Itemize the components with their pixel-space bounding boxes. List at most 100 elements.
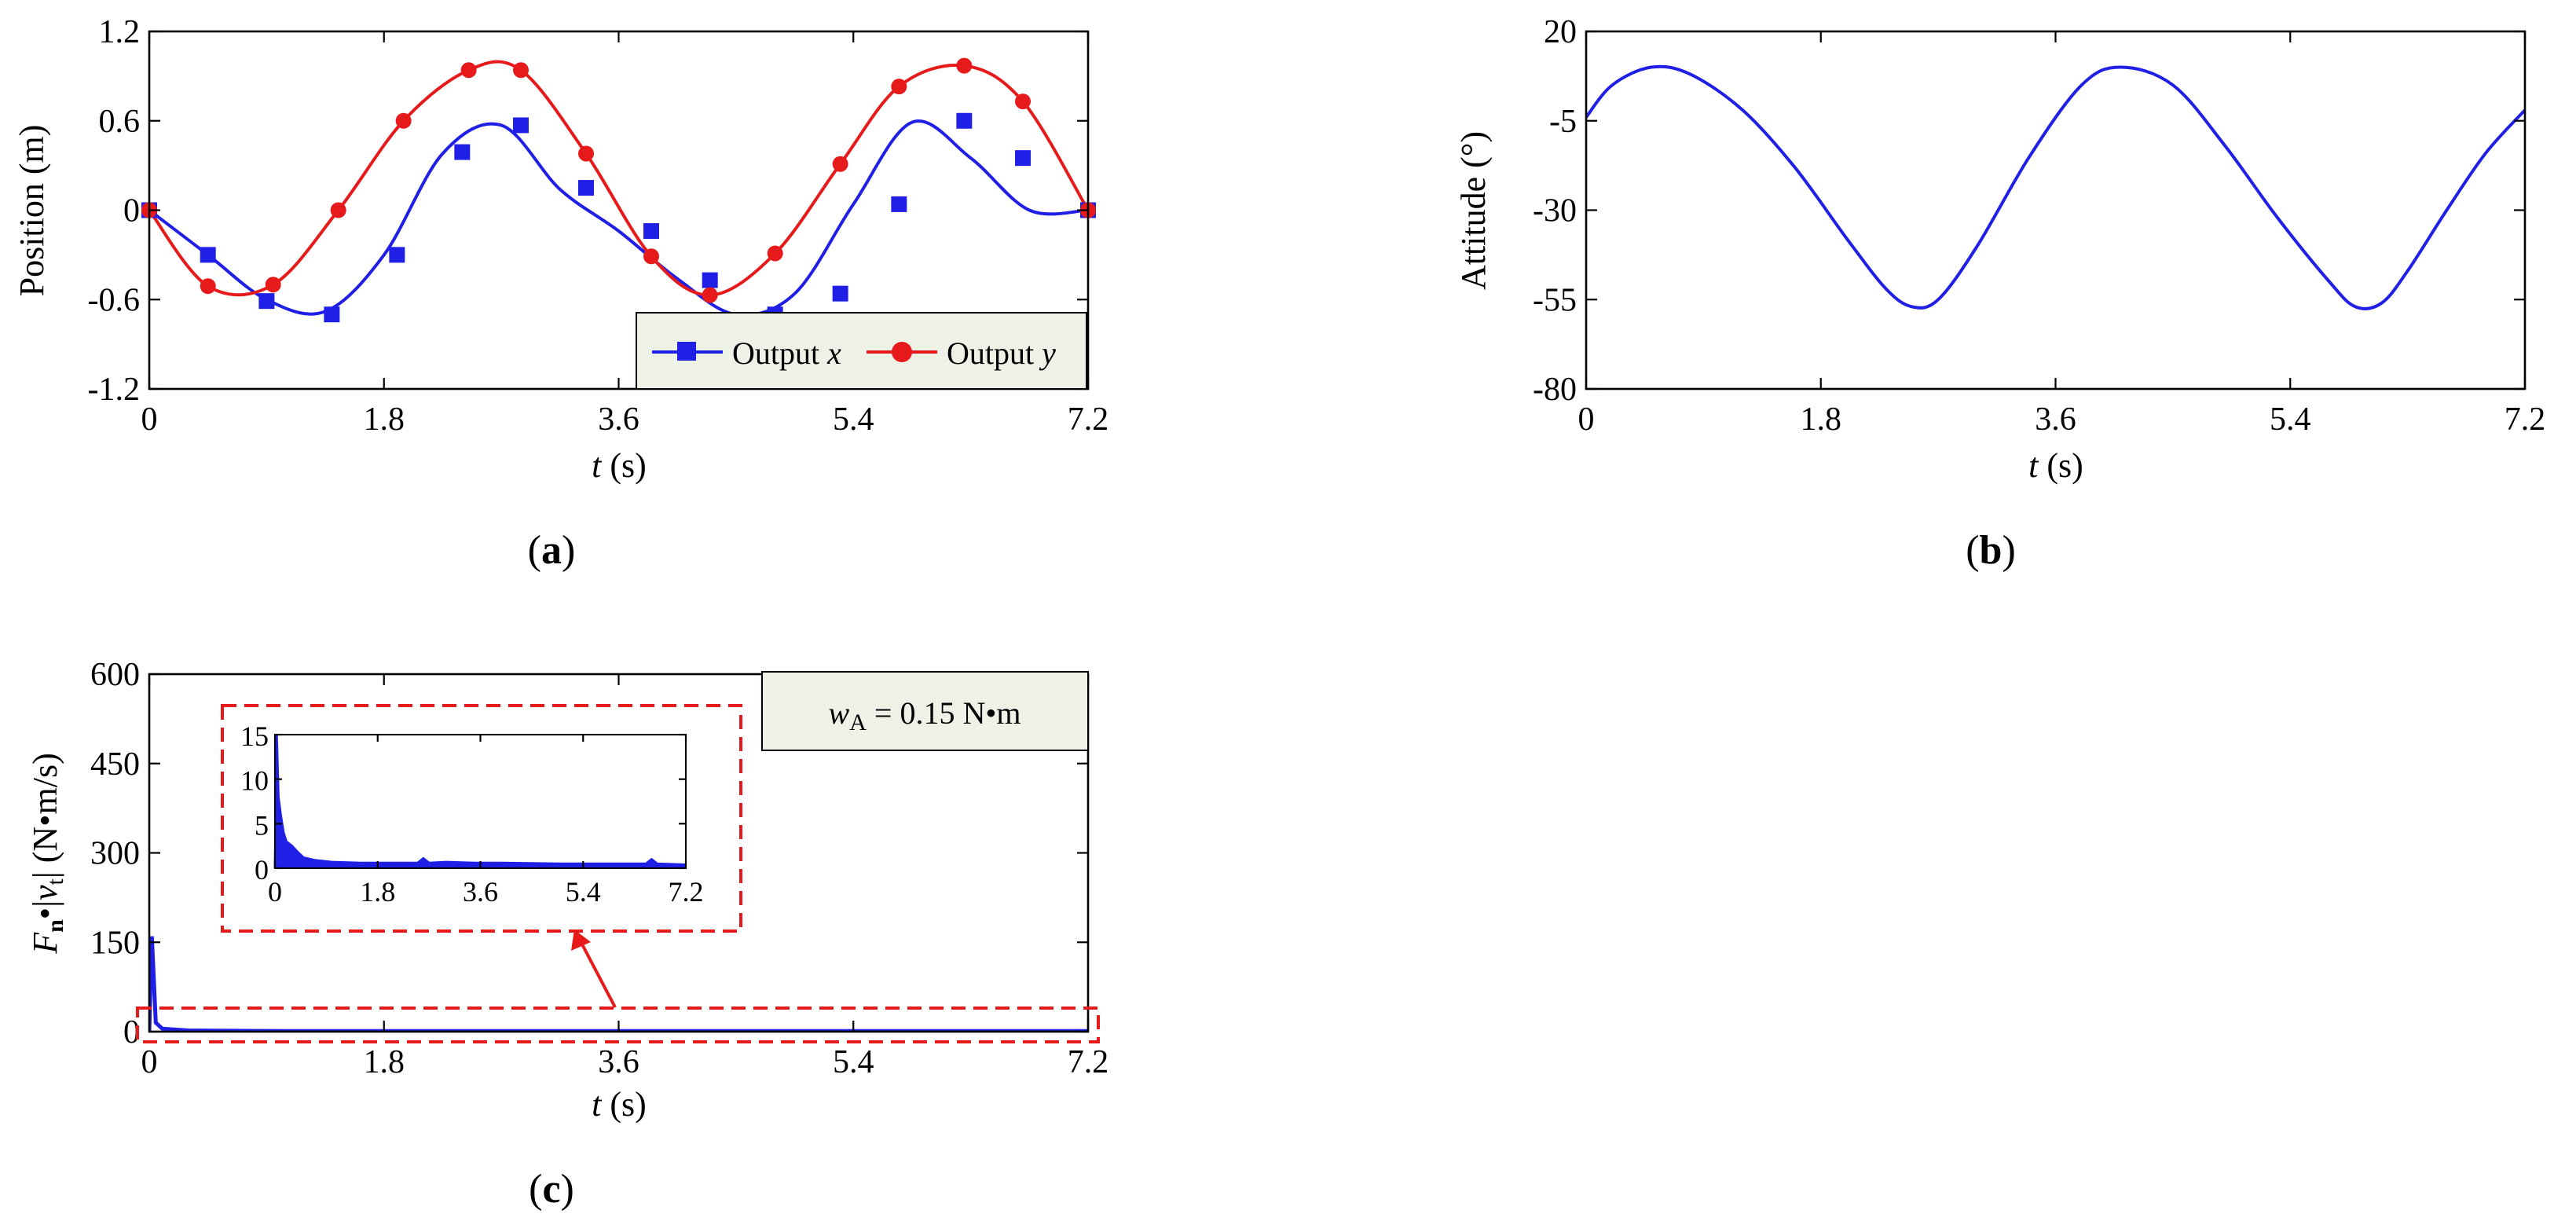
panel-c-xtick-label: 7.2 xyxy=(1068,1044,1109,1080)
data-point-y xyxy=(643,248,659,265)
panel-c-ytick-label: 0 xyxy=(123,1014,140,1050)
legend-label-y: Output y xyxy=(947,336,1056,371)
series-line-x xyxy=(149,119,1088,317)
data-point-y xyxy=(265,277,281,293)
panel-a-ticks: 0 1.8 3.6 5.4 7.2 1.2 0.6 0 -0.6 -1.2 xyxy=(88,14,1109,438)
panel-b-xtick-label: 3.6 xyxy=(2035,402,2076,438)
data-point-x xyxy=(513,117,529,134)
inset-ytick-label: 15 xyxy=(240,720,269,752)
panel-c-series xyxy=(149,936,1088,1032)
data-point-y xyxy=(395,112,412,129)
panel-b-xtick-label: 0 xyxy=(1578,402,1595,438)
panel-b-xtick-label: 5.4 xyxy=(2270,402,2311,438)
inset-xtick-label: 3.6 xyxy=(463,876,498,908)
data-point-y xyxy=(513,62,529,79)
zoom-arrow-shaft xyxy=(580,942,617,1008)
data-point-x xyxy=(200,247,216,263)
panel-c-ylabel: Fn•|vt| (N•m/s) xyxy=(26,753,68,955)
data-point-x xyxy=(891,196,907,212)
data-point-y xyxy=(330,202,346,218)
data-point-y xyxy=(956,57,973,74)
panel-a: 0 1.8 3.6 5.4 7.2 1.2 0.6 0 -0.6 -1.2 Output x Ou… xyxy=(13,14,1108,573)
panel-b-xlabel: t (s) xyxy=(2028,446,2083,485)
zoom-arrow-head xyxy=(571,930,591,951)
data-point-y xyxy=(1015,94,1031,110)
data-point-x xyxy=(832,285,848,302)
legend-marker-y xyxy=(892,342,912,362)
panel-a-markers xyxy=(141,57,1096,323)
data-point-y xyxy=(767,245,783,262)
panel-a-xtick-label: 0 xyxy=(141,402,158,438)
panel-c-xtick-label: 5.4 xyxy=(833,1044,874,1080)
panel-c-ytick-label: 450 xyxy=(90,746,140,783)
panel-c-ytick-label: 300 xyxy=(90,836,140,872)
panel-c-inset: 0 1.8 3.6 5.4 7.2 15 10 5 0 xyxy=(240,720,704,908)
panel-a-xtick-label: 3.6 xyxy=(598,402,639,438)
data-point-x xyxy=(956,112,973,129)
legend-label-x: Output x xyxy=(732,336,841,371)
panel-a-xtick-label: 7.2 xyxy=(1068,402,1109,438)
inset-highlight-box xyxy=(221,704,742,933)
data-point-x xyxy=(454,144,471,160)
panel-c-xtick-label: 0 xyxy=(141,1044,158,1080)
panel-a-xtick-label: 5.4 xyxy=(833,402,874,438)
inset-series-line xyxy=(273,734,687,869)
panel-b-ticks: 0 1.8 3.6 5.4 7.2 20 -5 -30 -55 -80 xyxy=(1533,14,2545,438)
series-line-fn-vt xyxy=(149,936,1088,1032)
inset-xtick-label: 0 xyxy=(268,876,282,908)
data-point-x xyxy=(1015,150,1031,167)
data-point-y xyxy=(891,79,907,95)
inset-xtick-label: 7.2 xyxy=(669,876,704,908)
panel-b-xtick-label: 1.8 xyxy=(1801,402,1842,438)
panel-a-ytick-label: 0.6 xyxy=(99,104,141,140)
panel-c-ytick-label: 150 xyxy=(90,925,140,961)
panel-a-ytick-label: 0 xyxy=(123,193,140,229)
series-line-y xyxy=(149,60,1088,297)
panel-b-ylabel: Attitude (°) xyxy=(1454,131,1493,290)
panel-a-ytick-label: -0.6 xyxy=(88,282,141,318)
zoom-region-box xyxy=(136,1006,1100,1043)
panel-b-ytick-label: -30 xyxy=(1533,193,1577,229)
panel-a-series xyxy=(149,60,1088,317)
panel-b-series xyxy=(1586,64,2525,310)
panel-a-ytick-label: -1.2 xyxy=(88,372,141,408)
panel-a-ylabel: Position (m) xyxy=(13,125,51,297)
panel-b: 0 1.8 3.6 5.4 7.2 20 -5 -30 -55 -80 t (s) Attitud… xyxy=(1454,14,2545,573)
data-point-x xyxy=(389,247,405,263)
panel-c-caption: (c) xyxy=(529,1167,574,1212)
inset-series xyxy=(273,734,687,869)
panel-a-xlabel: t (s) xyxy=(592,446,647,485)
inset-background xyxy=(275,735,686,868)
inset-xtick-label: 5.4 xyxy=(566,876,601,908)
panel-c-xtick-label: 3.6 xyxy=(598,1044,639,1080)
legend-marker-x xyxy=(677,342,696,361)
panel-b-ytick-label: -55 xyxy=(1533,282,1577,318)
inset-ytick-label: 0 xyxy=(255,854,269,886)
data-point-x xyxy=(578,180,595,196)
inset-ytick-label: 10 xyxy=(240,765,269,797)
inset-ytick-label: 5 xyxy=(255,809,269,841)
data-point-y xyxy=(832,156,848,172)
panel-c-xlabel: t (s) xyxy=(592,1085,647,1124)
data-point-y xyxy=(200,278,216,295)
panel-c-xtick-label: 1.8 xyxy=(364,1044,405,1080)
data-point-y xyxy=(702,287,718,303)
panel-b-caption: (b) xyxy=(1966,528,2016,573)
data-point-x xyxy=(702,272,718,288)
panel-b-ytick-label: -80 xyxy=(1533,372,1577,408)
inset-xtick-label: 1.8 xyxy=(360,876,395,908)
panel-a-caption: (a) xyxy=(528,528,576,573)
panel-a-ytick-label: 1.2 xyxy=(99,14,141,50)
data-point-x xyxy=(258,293,275,310)
panel-b-axes-frame xyxy=(1585,30,2527,390)
data-point-y xyxy=(578,145,595,162)
panel-c-annotation: wA = 0.15 N•m xyxy=(761,671,1089,751)
panel-b-ytick-label: 20 xyxy=(1544,14,1577,50)
panel-a-legend: Output x Output y xyxy=(636,312,1087,390)
annotation-box xyxy=(761,671,1089,751)
data-point-x xyxy=(643,223,659,240)
series-line-attitude xyxy=(1586,64,2525,310)
panel-c-ytick-label: 600 xyxy=(90,657,140,693)
